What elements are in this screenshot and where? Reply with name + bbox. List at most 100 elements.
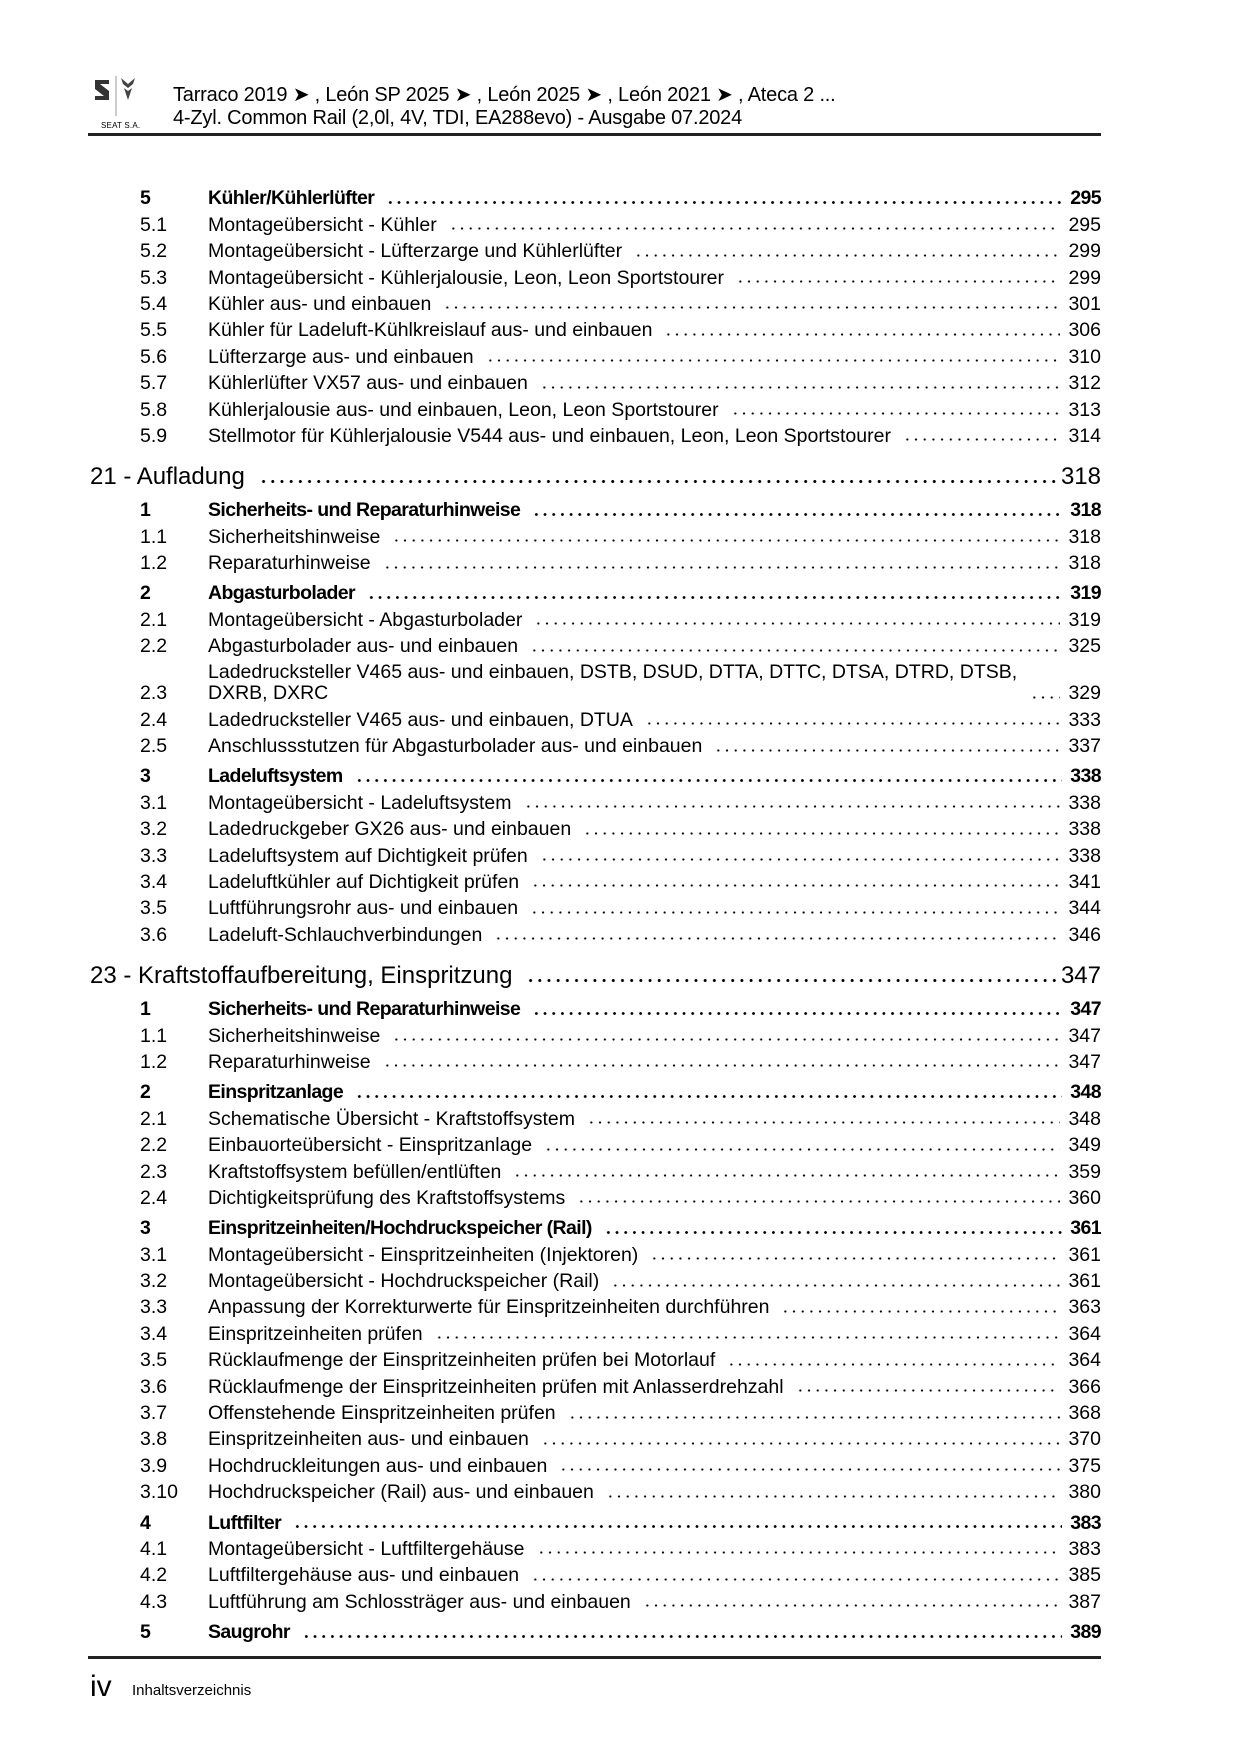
toc-entry[interactable]: 5.3 Montageübersicht - Kühlerjalousie, Le… — [90, 262, 1101, 289]
toc-section[interactable]: 1 Sicherheits- und Reparaturhinweise 318 — [90, 495, 1102, 522]
toc-entry[interactable]: 2.2 Abgasturbolader aus- und einbauen 325 — [90, 631, 1101, 657]
toc-entry[interactable]: 3.10 Hochdruckspeicher (Rail) aus- und ei… — [90, 1477, 1101, 1503]
toc-entry[interactable]: 3.1 Montageübersicht - Einspritzeinheiten… — [90, 1239, 1101, 1266]
dot-leader — [902, 436, 1061, 443]
toc-entry[interactable]: 2.1 Montageübersicht - Abgasturbolader 319 — [90, 604, 1101, 631]
toc-page-number: 359 — [1068, 1160, 1101, 1183]
toc-section[interactable]: 3 Einspritzeinheiten/Hochdruckspeicher (R… — [90, 1213, 1102, 1239]
toc-section[interactable]: 1 Sicherheits- und Reparaturhinweise 347 — [90, 994, 1102, 1021]
toc-entry[interactable]: 1.1 Sicherheitshinweise 347 — [90, 1020, 1101, 1047]
toc-entry[interactable]: 3.2 Ladedruckgeber GX26 aus- und einbauen… — [90, 814, 1101, 840]
seat-cupra-logo — [92, 74, 162, 134]
toc-page-number: 347 — [1068, 1024, 1101, 1047]
toc-number: 3.8 — [140, 1428, 168, 1451]
toc-entry[interactable]: 2.1 Schematische Übersicht - Kraftstoffsy… — [90, 1103, 1101, 1130]
toc-page-number: 333 — [1068, 708, 1101, 731]
toc-entry[interactable]: 5.8 Kühlerjalousie aus- und einbauen, Leo… — [90, 394, 1101, 421]
toc-page-number: 344 — [1068, 897, 1101, 920]
toc-number: 5.5 — [140, 319, 168, 342]
toc-number: 4.1 — [140, 1537, 168, 1560]
toc-entry[interactable]: 2.5 Anschlussstutzen für Abgasturbolader … — [90, 731, 1101, 757]
dot-leader — [534, 620, 1061, 627]
toc-entry[interactable]: 1.2 Reparaturhinweise 347 — [90, 1047, 1101, 1073]
toc-title: Luftführungsrohr aus- und einbauen — [208, 897, 519, 920]
toc-number: 5.1 — [140, 213, 168, 236]
toc-title: Sicherheitshinweise — [208, 525, 381, 548]
toc-entry[interactable]: 5.1 Montageübersicht - Kühler 295 — [90, 209, 1101, 236]
dot-leader — [714, 747, 1061, 754]
toc-entry[interactable]: 2.4 Ladedrucksteller V465 aus- und einbau… — [90, 704, 1101, 731]
toc-entry[interactable]: 3.5 Rücklaufmenge der Einspritzeinheiten … — [90, 1345, 1101, 1371]
toc-chapter[interactable]: 23 - Kraftstoffaufbereitung, Einspritzun… — [90, 958, 1101, 990]
toc-section[interactable]: 5 Kühler/Kühlerlüfter 295 — [90, 183, 1102, 209]
toc-section[interactable]: 2 Abgasturbolader 319 — [90, 578, 1102, 604]
toc-page-number: 318 — [1068, 525, 1101, 548]
dot-leader — [644, 720, 1061, 727]
toc-page-number: 363 — [1068, 1296, 1101, 1319]
toc-entry[interactable]: 4.1 Montageübersicht - Luftfiltergehäuse 3… — [90, 1534, 1101, 1560]
toc-entry[interactable]: 3.4 Einspritzeinheiten prüfen 364 — [90, 1318, 1101, 1345]
toc-entry[interactable]: 2.3 Ladedrucksteller V465 aus- und einbau… — [90, 662, 1101, 704]
dot-leader — [434, 1334, 1061, 1341]
toc-section[interactable]: 4 Luftfilter 383 — [90, 1507, 1102, 1534]
toc-entry[interactable]: 3.6 Rücklaufmenge der Einspritzeinheiten … — [90, 1371, 1101, 1398]
toc-number: 1 — [140, 998, 151, 1021]
toc-entry[interactable]: 5.2 Montageübersicht - Lüfterzarge und Kü… — [90, 236, 1101, 262]
toc-page-number: 361 — [1068, 1243, 1101, 1266]
toc-page-number: 310 — [1068, 345, 1101, 368]
toc-entry[interactable]: 5.4 Kühler aus- und einbauen 301 — [90, 289, 1101, 315]
toc-entry[interactable]: 3.7 Offenstehende Einspritzeinheiten prüf… — [90, 1398, 1101, 1424]
dot-leader — [355, 1093, 1063, 1100]
dot-leader — [392, 537, 1061, 544]
toc-entry[interactable]: 3.3 Ladeluftsystem auf Dichtigkeit prüfen… — [90, 840, 1101, 867]
toc-title: Sicherheits- und Reparaturhinweise — [208, 499, 521, 522]
toc-number: 3.6 — [140, 923, 168, 946]
toc-entry[interactable]: 5.7 Kühlerlüfter VX57 aus- und einbauen 31… — [90, 368, 1101, 394]
toc-entry[interactable]: 2.4 Dichtigkeitsprüfung des Kraftstoffsys… — [90, 1183, 1101, 1209]
toc-page-number: 338 — [1070, 765, 1101, 788]
toc-entry[interactable]: 5.9 Stellmotor für Kühlerjalousie V544 au… — [90, 421, 1101, 447]
toc-title: Montageübersicht - Lüfterzarge und Kühle… — [208, 240, 623, 263]
toc-page-number: 387 — [1068, 1590, 1101, 1613]
toc-entry[interactable]: 3.4 Ladeluftkühler auf Dichtigkeit prüfen… — [90, 867, 1101, 893]
dot-leader — [485, 357, 1061, 364]
toc-entry[interactable]: 2.3 Kraftstoffsystem befüllen/entlüften 35… — [90, 1156, 1101, 1183]
toc-entry[interactable]: 5.6 Lüfterzarge aus- und einbauen 310 — [90, 341, 1101, 368]
toc-title: Anschlussstutzen für Abgasturbolader aus… — [208, 735, 703, 758]
dot-leader — [567, 1414, 1061, 1421]
toc-entry[interactable]: 1.1 Sicherheitshinweise 318 — [90, 521, 1101, 548]
toc-page-number: 370 — [1068, 1428, 1101, 1451]
toc-entry[interactable]: 3.5 Luftführungsrohr aus- und einbauen 344 — [90, 893, 1101, 919]
dot-leader — [301, 1633, 1063, 1640]
toc-chapter[interactable]: 21 - Aufladung 318 — [90, 459, 1101, 491]
dot-leader — [382, 1062, 1061, 1069]
toc-entry[interactable]: 4.2 Luftfiltergehäuse aus- und einbauen 38… — [90, 1560, 1101, 1586]
toc-entry[interactable]: 3.8 Einspritzeinheiten aus- und einbauen 3… — [90, 1424, 1101, 1450]
toc-entry[interactable]: 3.6 Ladeluft-Schlauchverbindungen 346 — [90, 919, 1101, 946]
dot-leader — [382, 564, 1061, 571]
toc-page-number: 364 — [1068, 1349, 1101, 1372]
toc-number: 1.1 — [140, 1024, 168, 1047]
toc-section[interactable]: 3 Ladeluftsystem 338 — [90, 761, 1102, 788]
toc-entry[interactable]: 1.2 Reparaturhinweise 318 — [90, 548, 1101, 574]
toc-title: Ladeluftkühler auf Dichtigkeit prüfen — [208, 870, 520, 893]
toc-title: Montageübersicht - Kühler — [208, 213, 437, 236]
toc-title: Montageübersicht - Kühlerjalousie, Leon,… — [208, 266, 724, 289]
toc-section[interactable]: 2 Einspritzanlage 348 — [90, 1077, 1102, 1103]
toc-page-number: 295 — [1068, 213, 1101, 236]
toc-page-number: 366 — [1068, 1375, 1101, 1398]
dot-leader — [727, 1361, 1061, 1368]
toc-entry[interactable]: 3.2 Montageübersicht - Hochdruckspeicher … — [90, 1266, 1101, 1292]
dot-leader — [730, 410, 1061, 417]
toc-entry[interactable]: 4.3 Luftführung am Schlossträger aus- und… — [90, 1586, 1101, 1613]
toc-section[interactable]: 5 Saugrohr 389 — [90, 1617, 1102, 1643]
dot-leader — [523, 803, 1061, 810]
toc-entry[interactable]: 5.5 Kühler für Ladeluft-Kühlkreislauf aus… — [90, 315, 1101, 341]
toc-entry[interactable]: 2.2 Einbauorteübersicht - Einspritzanlage… — [90, 1130, 1101, 1156]
toc-entry[interactable]: 3.1 Montageübersicht - Ladeluftsystem 338 — [90, 787, 1101, 814]
toc-number: 3.9 — [140, 1454, 168, 1477]
toc-entry[interactable]: 3.3 Anpassung der Korrekturwerte für Eins… — [90, 1292, 1101, 1318]
toc-entry[interactable]: 3.9 Hochdruckleitungen aus- und einbauen 3… — [90, 1450, 1101, 1477]
toc-number: 3.2 — [140, 818, 168, 841]
dot-leader — [664, 331, 1061, 338]
